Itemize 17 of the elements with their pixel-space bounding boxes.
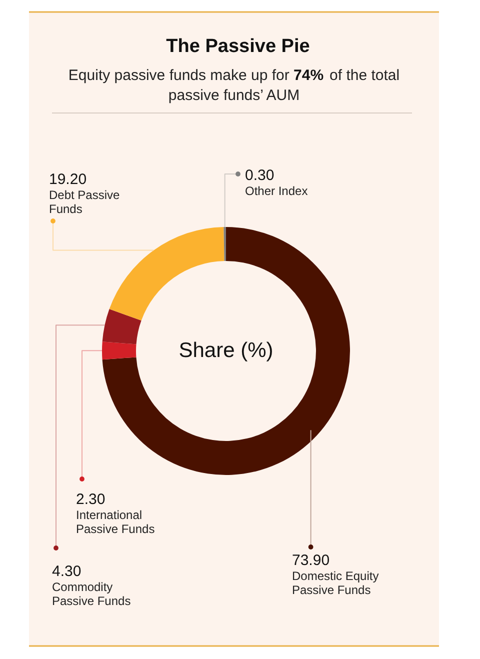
slice-label: International Passive Funds (76, 508, 155, 536)
data-label: 2.30 (76, 491, 106, 508)
slice-label: Commodity Passive Funds (52, 580, 131, 608)
donut-slice (102, 227, 350, 475)
data-label: 4.30 (52, 563, 82, 580)
slice-label: Domestic Equity Passive Funds (292, 569, 379, 597)
text: Share (%) (178, 339, 274, 362)
chart-title: The Passive Pie (166, 36, 310, 57)
data-label: 0.30 (245, 167, 274, 184)
donut-slice (102, 308, 142, 344)
donut-slice (102, 342, 136, 360)
donut-slice (109, 227, 224, 321)
slice-label: Debt Passive Funds (49, 188, 120, 216)
legend-label: Other Index (245, 184, 308, 198)
data-label: 19.20 (49, 171, 87, 188)
data-label: 73.90 (292, 552, 330, 569)
text: Equity passive funds make up for 74% of the total passive funds’ AUM (68, 67, 400, 104)
